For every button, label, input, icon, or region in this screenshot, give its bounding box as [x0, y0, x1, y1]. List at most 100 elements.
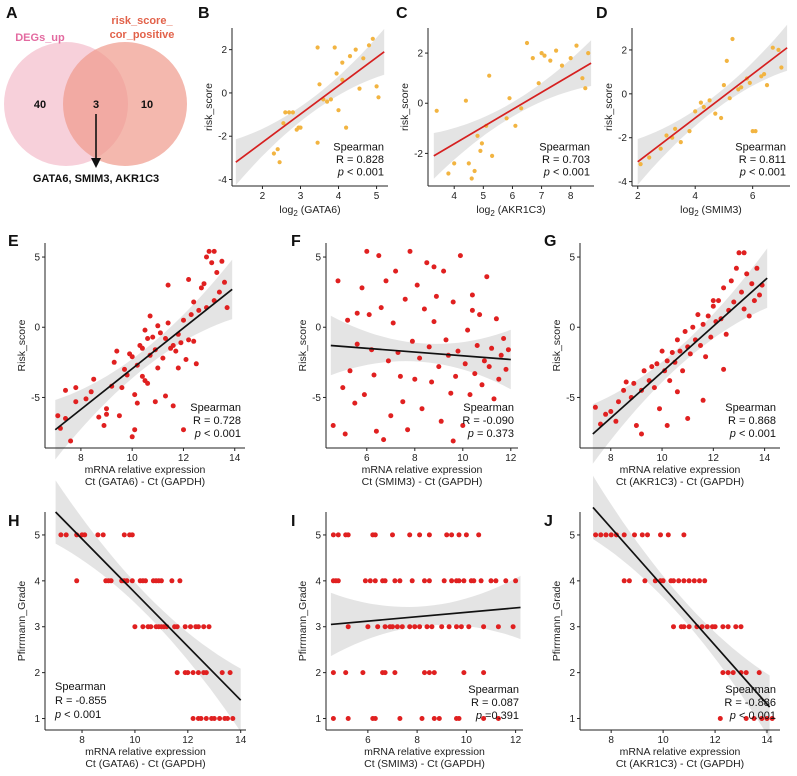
data-point: [586, 51, 591, 56]
data-point: [73, 399, 79, 405]
data-point: [357, 86, 362, 91]
data-point: [710, 303, 716, 309]
data-point: [725, 624, 731, 630]
y-tick-label: 0: [569, 323, 575, 334]
data-point: [367, 578, 373, 584]
regression-line: [54, 288, 233, 431]
data-point: [700, 397, 706, 403]
data-point: [491, 396, 497, 402]
data-point: [779, 65, 784, 70]
data-point: [721, 83, 727, 88]
data-point: [559, 63, 565, 68]
y-tick-label: 0: [34, 323, 40, 334]
x-axis-sublabel: Ct (GATA6) - Ct (GAPDH): [85, 758, 205, 770]
x-tick-label: 5: [481, 191, 487, 202]
data-point: [616, 399, 621, 405]
y-tick-label: 1: [569, 714, 575, 725]
data-point: [730, 36, 735, 42]
data-point: [716, 298, 721, 304]
y-tick-label: 5: [34, 530, 40, 541]
data-point: [426, 578, 432, 584]
data-point: [424, 624, 430, 630]
venn-left-title: DEGs_up: [15, 32, 65, 44]
data-point: [155, 365, 161, 371]
data-point: [678, 140, 683, 145]
stat-p: p < 0.001: [194, 428, 241, 440]
data-point: [479, 382, 485, 388]
data-point: [474, 343, 480, 348]
data-point: [63, 387, 68, 393]
x-tick-label: 12: [710, 735, 722, 746]
data-point: [479, 141, 484, 146]
data-point: [275, 147, 280, 152]
data-point: [405, 427, 411, 433]
data-point: [462, 361, 468, 367]
data-point: [472, 371, 478, 377]
data-point: [122, 366, 127, 372]
data-point: [733, 265, 739, 271]
data-point: [407, 624, 413, 630]
data-point: [713, 111, 718, 116]
data-point: [362, 578, 368, 584]
data-point: [466, 624, 472, 630]
panel-label: B: [198, 5, 210, 22]
data-point: [681, 624, 687, 630]
data-point: [671, 578, 676, 584]
data-point: [364, 248, 370, 254]
data-point: [328, 97, 333, 102]
data-point: [374, 84, 379, 89]
data-point: [631, 380, 637, 386]
data-point: [352, 400, 358, 406]
data-point: [283, 110, 288, 115]
x-tick-label: 8: [412, 453, 418, 464]
data-point: [471, 578, 477, 584]
data-point: [467, 392, 473, 398]
y-axis-label: Pfirrmann_Grade: [16, 581, 28, 662]
panel-e: E 8 10 12 14 -5 0 5 Risk_score mRNA relative expr…: [8, 233, 245, 488]
data-point: [466, 161, 471, 166]
scatter-panels: B 2 3 4 5 -4 -2 0 2 risk_score log2 (GATA6) Spearma…: [8, 5, 790, 770]
data-point: [132, 392, 138, 398]
stat-p: p = 0.373: [467, 428, 514, 440]
y-tick-label: 2: [417, 49, 423, 60]
stat-method: Spearman: [190, 402, 241, 414]
x-tick-label: 8: [568, 191, 574, 202]
data-point: [695, 312, 701, 318]
data-point: [441, 578, 447, 584]
data-point: [343, 670, 349, 676]
data-point: [453, 373, 459, 379]
data-point: [456, 532, 462, 538]
data-point: [409, 578, 415, 584]
x-axis-label: mRNA relative expression: [620, 746, 741, 758]
data-point: [664, 423, 670, 428]
data-point: [456, 716, 462, 721]
data-point: [419, 406, 425, 412]
data-point: [621, 387, 627, 393]
data-point: [542, 53, 547, 58]
data-point: [455, 348, 461, 354]
data-point: [148, 624, 154, 630]
x-tick-label: 10: [656, 453, 668, 464]
panel-b: B 2 3 4 5 -4 -2 0 2 risk_score log2 (GATA6) Spearma…: [198, 5, 388, 218]
regression-line: [330, 344, 511, 361]
data-point: [449, 578, 455, 584]
data-point: [712, 624, 718, 630]
data-point: [129, 532, 135, 538]
data-point: [664, 133, 669, 138]
data-point: [201, 281, 207, 287]
x-axis-sublabel: Ct (SMIM3) - Ct (GAPDH): [364, 758, 485, 770]
data-point: [449, 532, 455, 538]
x-tick-label: 6: [364, 453, 370, 464]
data-point: [157, 330, 163, 336]
data-point: [371, 372, 377, 378]
x-axis-label: log2 (SMIM3): [680, 204, 742, 218]
regression-line: [235, 51, 385, 163]
data-point: [334, 71, 339, 76]
venn-right-count: 10: [141, 99, 153, 111]
data-point: [764, 83, 770, 88]
data-point: [608, 409, 614, 414]
data-point: [96, 414, 102, 420]
y-tick-label: 5: [569, 253, 575, 264]
data-point: [489, 345, 495, 351]
